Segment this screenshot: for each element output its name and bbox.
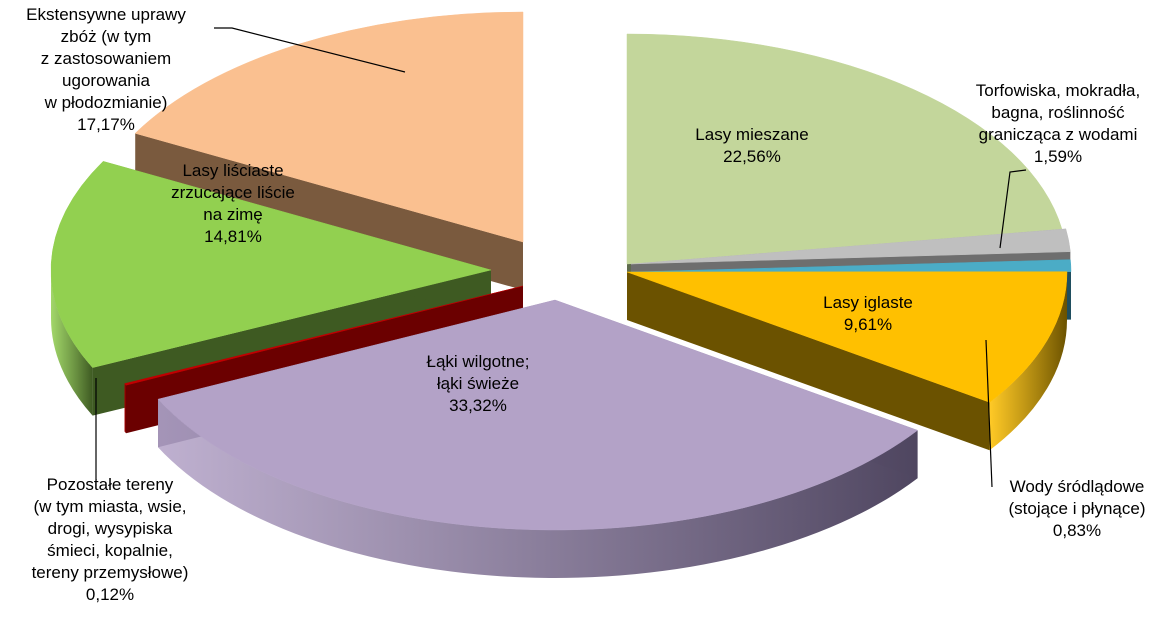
slice-lasy-mieszane — [626, 33, 1063, 265]
slice-wody-srodladowe-stojace-i-plyn — [630, 259, 1072, 273]
data-label-laki-wilgotne-laki-swieze: Łąki wilgotne; łąki świeże 33,32% — [426, 352, 529, 415]
label-leaders — [95, 27, 1027, 488]
data-label-wody-srodladowe-stojace-i-plyn: Wody śródlądowe (stojące i płynące) 0,83% — [1008, 477, 1145, 540]
data-label-pozostale-tereny-w-tym-miasta-: Pozostałe tereny (w tym miasta, wsie, drog… — [32, 475, 189, 604]
slice-pozostale-tereny-w-tym-miasta- — [124, 285, 524, 386]
slice-rim-lasy-lisciaste-zrzucajace-lisc — [51, 270, 93, 416]
data-label-lasy-lisciaste-zrzucajace-lisc: Lasy liściaste zrzucające liście na zimę 14… — [171, 161, 295, 246]
slice-rim-laki-wilgotne-laki-swieze — [158, 399, 918, 578]
slice-lasy-iglaste — [626, 271, 1068, 403]
slice-torfowiska-mokradla-bagna-rosl — [630, 228, 1071, 265]
slice-rim-pozostale-tereny-w-tym-miasta- — [124, 383, 127, 434]
data-label-torfowiska-mokradla-bagna-rosl: Torfowiska, mokradła, bagna, roślinność gr… — [976, 81, 1140, 166]
pie-labels: Lasy mieszane 22,56% Torfowiska, mokradła,… — [26, 5, 1145, 604]
slice-wall-lasy-iglaste — [627, 272, 990, 451]
pie-tops — [50, 11, 1072, 531]
leader-wody-srodladowe-stojace-i-plyn — [985, 339, 993, 488]
leader-ekstensywne-uprawy-zboz-w-tym- — [214, 27, 406, 73]
data-label-lasy-mieszane: Lasy mieszane 22,56% — [695, 125, 808, 166]
data-label-lasy-iglaste: Lasy iglaste 9,61% — [823, 293, 913, 334]
data-label-ekstensywne-uprawy-zboz-w-tym-: Ekstensywne uprawy zbóż (w tym z zastosowa… — [26, 5, 186, 134]
slice-laki-wilgotne-laki-swieze — [157, 299, 919, 531]
slice-lasy-lisciaste-zrzucajace-lisc — [50, 161, 492, 368]
slice-wall-ekstensywne-uprawy-zboz-w-tym- — [135, 133, 523, 290]
leader-torfowiska-mokradla-bagna-rosl — [999, 169, 1027, 249]
slice-rim-lasy-iglaste — [989, 272, 1067, 451]
